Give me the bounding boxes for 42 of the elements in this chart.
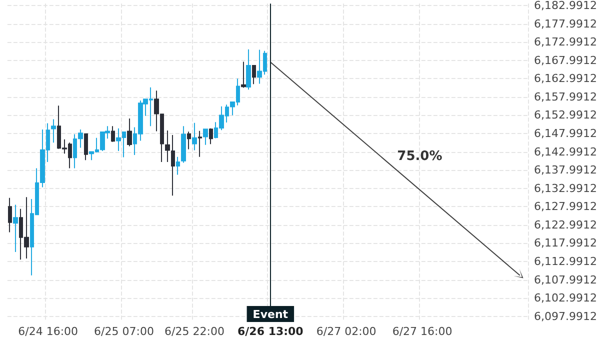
candlestick <box>198 130 202 158</box>
candlestick <box>111 126 115 142</box>
y-tick-label: 6,172.9912 <box>534 36 598 49</box>
x-tick-label: 6/27 16:00 <box>392 325 452 338</box>
candlestick <box>51 118 56 144</box>
y-tick-label: 6,157.9912 <box>534 90 598 104</box>
candlestick <box>252 64 256 85</box>
y-tick-label: 6,112.9912 <box>534 255 598 268</box>
candlestick <box>127 118 132 147</box>
y-tick-label: 6,117.9912 <box>534 236 598 250</box>
y-tick-label: 6,142.9912 <box>534 145 598 158</box>
y-tick-label: 6,137.9912 <box>534 164 598 177</box>
candlestick <box>8 197 12 233</box>
candlestick <box>13 204 18 252</box>
x-tick-label: 6/25 22:00 <box>164 325 224 338</box>
y-tick-label: 6,127.9912 <box>534 200 598 214</box>
y-tick-label: 6,122.9912 <box>534 218 598 232</box>
x-tick-label: 6/24 16:00 <box>18 325 78 338</box>
y-tick-label: 6,177.9912 <box>534 17 598 30</box>
x-tick-label: 6/26 13:00 <box>238 325 304 338</box>
y-tick-label: 6,132.9912 <box>534 182 598 195</box>
y-tick-label: 6,102.9912 <box>534 292 598 305</box>
candlestick <box>203 128 208 146</box>
y-tick-label: 6,097.9912 <box>534 310 598 323</box>
candlestick <box>246 48 251 90</box>
candlestick <box>176 156 180 176</box>
x-tick-label: 6/25 07:00 <box>94 325 154 338</box>
annotation: 75.0% <box>397 149 442 164</box>
y-tick-label: 6,107.9912 <box>534 273 598 286</box>
y-tick-label: 6,147.9912 <box>534 127 598 140</box>
candlestick <box>187 131 191 150</box>
x-tick-label: 6/27 02:00 <box>316 325 376 338</box>
candlestick <box>192 122 197 151</box>
candlestick <box>84 133 88 161</box>
candlestick <box>241 61 246 88</box>
y-tick-label: 6,152.9912 <box>534 108 598 122</box>
y-tick-label: 6,167.9912 <box>534 54 598 67</box>
candlestick <box>209 128 213 145</box>
ref-line-label: Event <box>252 308 288 321</box>
candlestick <box>181 126 186 164</box>
y-tick-label: 6,182.9912 <box>534 0 598 12</box>
y-tick-label: 6,162.9912 <box>534 72 598 86</box>
